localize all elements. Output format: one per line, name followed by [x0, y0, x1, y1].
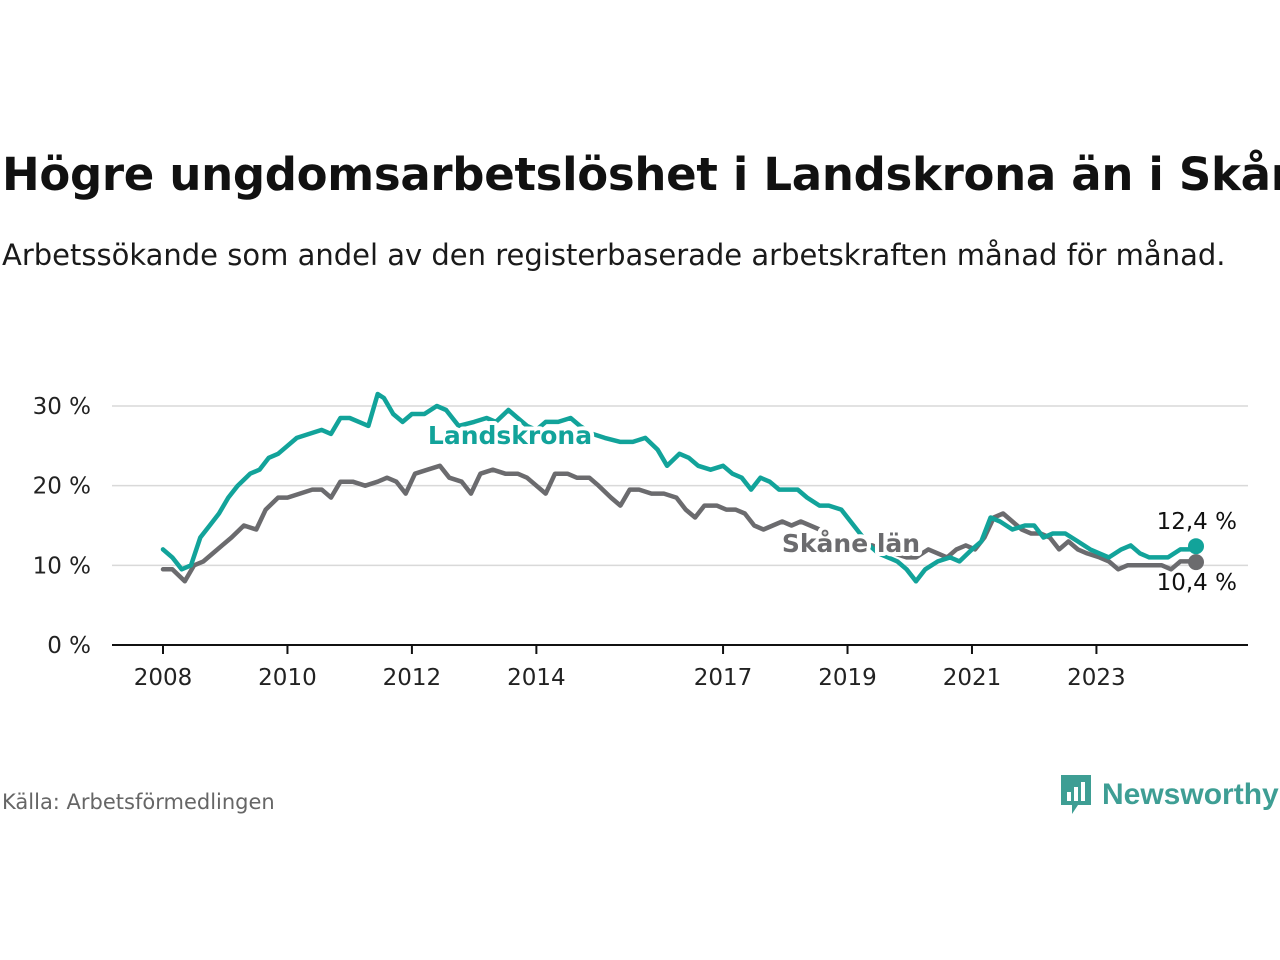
- y-axis-ticks: 0 % 10 % 20 % 30 %: [33, 394, 91, 659]
- series-labels: Landskrona Skåne län 12,4 % 10,4 %: [424, 417, 1237, 596]
- x-tick-label: 2019: [818, 665, 877, 691]
- series-label-landskrona: Landskrona: [428, 421, 592, 450]
- brand-name: Newsworthy: [1102, 778, 1279, 811]
- source-note: Källa: Arbetsförmedlingen: [2, 790, 275, 814]
- y-tick-label: 0 %: [47, 633, 91, 659]
- end-point-marker: [1188, 538, 1204, 555]
- x-tick-label: 2010: [258, 665, 317, 691]
- end-value-landskrona: 12,4 %: [1157, 509, 1237, 535]
- y-tick-label: 10 %: [33, 553, 91, 579]
- brand-logo: Newsworthy: [1058, 772, 1279, 818]
- series-lines: [160, 391, 1204, 584]
- x-tick-label: 2012: [383, 665, 442, 691]
- series-line-landskrona: [160, 391, 1199, 584]
- y-tick-label: 30 %: [33, 394, 91, 420]
- chart-subtitle: Arbetssökande som andel av den registerb…: [2, 238, 1226, 272]
- x-tick-label: 2021: [943, 665, 1002, 691]
- x-tick-label: 2014: [507, 665, 566, 691]
- y-tick-label: 20 %: [33, 474, 91, 500]
- x-tick-label: 2023: [1067, 665, 1126, 691]
- series-label-skane: Skåne län: [782, 529, 920, 558]
- line-chart: 0 % 10 % 20 % 30 % 2008 2010 2012 2014 2017 2019…: [33, 391, 1248, 691]
- end-point-marker: [1188, 554, 1204, 571]
- newsworthy-logo-icon: [1061, 775, 1091, 814]
- x-tick-label: 2008: [134, 665, 193, 691]
- x-axis-ticks: 2008 2010 2012 2014 2017 2019 2021 2023: [134, 645, 1126, 691]
- end-value-skane: 10,4 %: [1157, 570, 1237, 596]
- series-line-skane: [160, 463, 1199, 584]
- chart-title: Högre ungdomsarbetslöshet i Landskrona ä…: [2, 148, 1280, 201]
- x-tick-label: 2017: [694, 665, 753, 691]
- grid-lines: [112, 405, 1248, 646]
